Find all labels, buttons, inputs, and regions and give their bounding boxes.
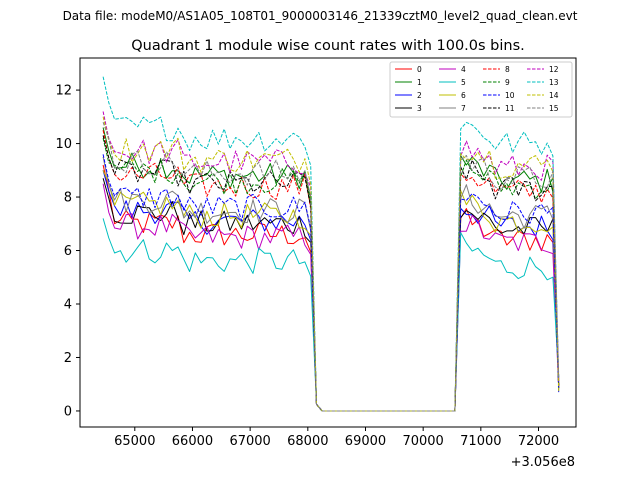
legend-label-3: 3 <box>417 104 422 113</box>
y-tick-label: 8 <box>64 191 72 206</box>
legend-label-11: 11 <box>505 104 515 113</box>
series-line-10 <box>102 154 560 412</box>
series-line-4 <box>102 183 560 412</box>
series-line-14 <box>102 116 560 412</box>
plot-area <box>102 76 560 412</box>
legend-box <box>389 61 573 118</box>
series-line-1 <box>102 127 560 412</box>
legend-label-6: 6 <box>461 91 466 100</box>
series-line-11 <box>102 135 560 412</box>
x-tick-label: 70000 <box>402 434 443 449</box>
suptitle: Data file: modeM0/AS1A05_108T01_90000031… <box>63 9 578 23</box>
series-line-3 <box>102 178 560 412</box>
legend-label-0: 0 <box>417 65 422 74</box>
y-tick-label: 12 <box>55 84 72 99</box>
legend-label-10: 10 <box>505 91 515 100</box>
legend-label-1: 1 <box>417 78 422 87</box>
y-tick-label: 2 <box>64 351 72 366</box>
series-line-5 <box>102 218 560 412</box>
x-tick-label: 65000 <box>114 434 155 449</box>
x-tick-label: 69000 <box>345 434 386 449</box>
legend-label-15: 15 <box>549 104 559 113</box>
legend-label-8: 8 <box>505 65 510 74</box>
legend-label-12: 12 <box>549 65 559 74</box>
legend-label-13: 13 <box>549 78 559 87</box>
x-tick-label: 66000 <box>172 434 213 449</box>
series-line-15 <box>102 122 560 412</box>
series-line-12 <box>102 111 560 412</box>
x-tick-label: 72000 <box>518 434 559 449</box>
axes: 65000 66000 67000 68000 69000 70000 71000 72000… <box>55 57 577 449</box>
legend-label-5: 5 <box>461 78 466 87</box>
x-tick-label: 68000 <box>287 434 328 449</box>
legend-label-14: 14 <box>549 91 559 100</box>
legend-label-2: 2 <box>417 91 422 100</box>
chart-title: Quadrant 1 module wise count rates with … <box>131 38 525 54</box>
x-tick-label: 67000 <box>229 434 270 449</box>
series-line-13 <box>102 76 560 412</box>
x-offset-label: +3.056e8 <box>511 455 575 470</box>
series-line-7 <box>102 156 560 412</box>
y-tick-label: 10 <box>55 137 72 152</box>
x-tick-label: 71000 <box>460 434 501 449</box>
y-tick-label: 6 <box>64 244 72 259</box>
legend-label-7: 7 <box>461 104 466 113</box>
axes-frame <box>79 57 577 428</box>
y-tick-label: 4 <box>64 298 72 313</box>
y-tick-label: 0 <box>64 404 72 419</box>
legend-label-9: 9 <box>505 78 510 87</box>
legend-label-4: 4 <box>461 65 466 74</box>
